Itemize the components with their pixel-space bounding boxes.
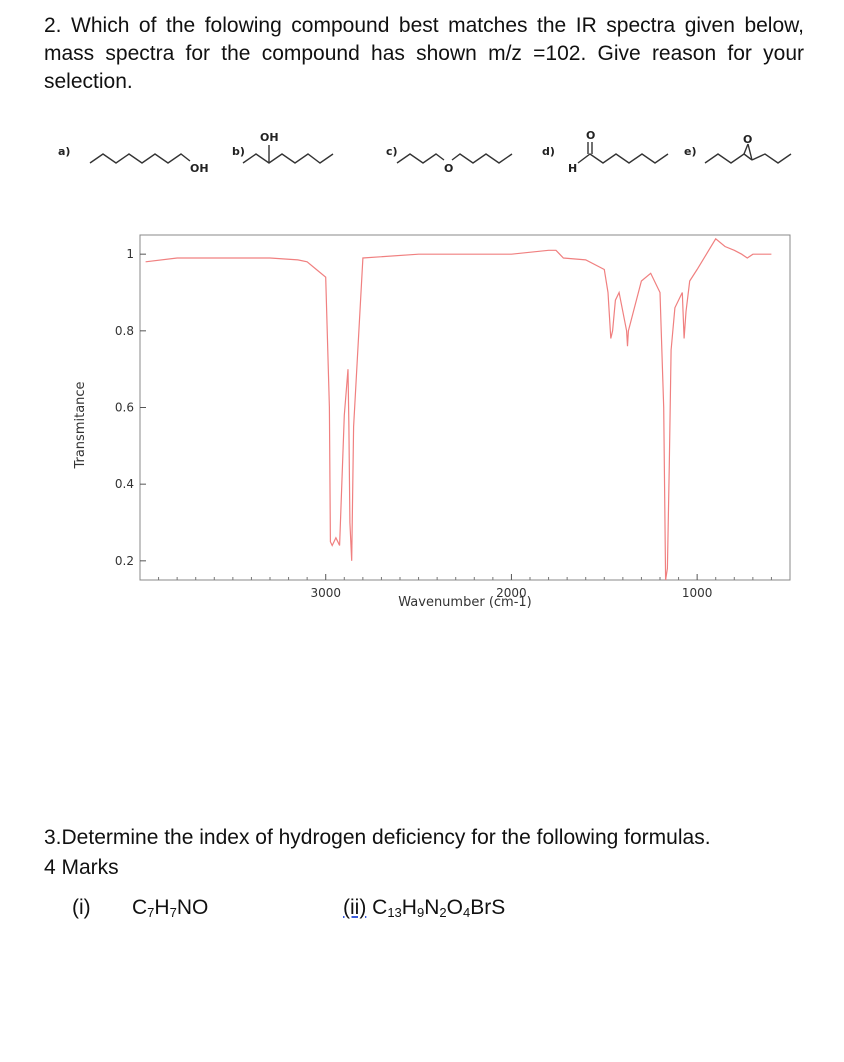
question-2-text: 2. Which of the folowing compound best m…: [44, 14, 804, 93]
option-d-structure: [577, 142, 669, 164]
x-tick-label: 3000: [310, 586, 341, 600]
y-tick-label: 0.2: [115, 554, 134, 568]
formula-1: C7H7NO: [132, 896, 209, 920]
y-tick-label: 0.6: [115, 401, 134, 415]
option-a-structure: [89, 153, 191, 164]
y-tick-label: 0.8: [115, 324, 134, 338]
formula-2: (ii) C13H9N2O4BrS: [343, 896, 506, 920]
x-axis-label: Wavenumber (cm-1): [398, 595, 531, 610]
option-e-group: O: [743, 133, 752, 146]
option-d-label: d): [542, 145, 555, 158]
x-tick-label: 2000: [496, 586, 527, 600]
option-a-group: OH: [190, 162, 209, 175]
formula-1-number: (i): [72, 896, 91, 919]
ir-spectrum-chart: Transmitance Wavenumber (cm-1) 0.2 0.4 0.6…: [0, 210, 844, 625]
question-3-marks: 4 Marks: [44, 856, 119, 879]
option-a-label: a): [58, 145, 70, 158]
x-tick-label: 1000: [682, 586, 713, 600]
option-c-group: O: [444, 162, 453, 175]
option-d-group: O: [586, 129, 595, 142]
plot-frame: [139, 234, 791, 581]
option-c-structure: [396, 153, 513, 164]
y-tick-label: 0.4: [115, 477, 134, 491]
option-b-label: b): [232, 145, 245, 158]
y-tick-label: 1: [126, 247, 134, 261]
option-b-structure: [242, 145, 334, 164]
spectrum-line: [145, 237, 772, 581]
question-3: 3.Determine the index of hydrogen defici…: [44, 823, 824, 883]
option-e-structure: [704, 143, 792, 164]
structure-options: a) OH b) OH c) O d) O H e) O: [0, 125, 844, 187]
formula-2-number: (ii): [343, 896, 367, 919]
option-c-label: c): [386, 145, 398, 158]
y-axis-label: Transmitance: [73, 381, 88, 469]
option-e-label: e): [684, 145, 697, 158]
option-d-group2: H: [568, 162, 577, 175]
question-3-text: 3.Determine the index of hydrogen defici…: [44, 826, 711, 849]
option-b-group: OH: [260, 131, 279, 144]
